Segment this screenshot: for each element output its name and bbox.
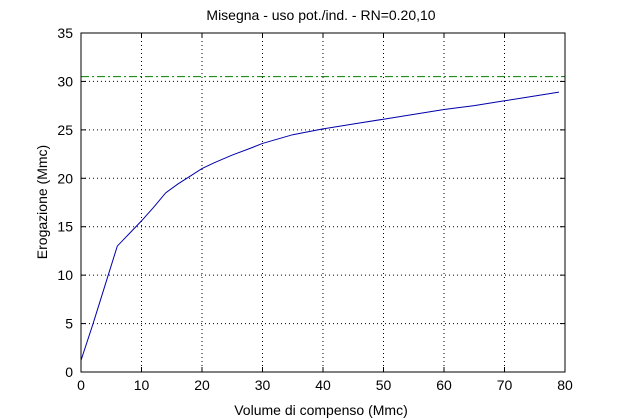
y-tick-label: 5	[65, 316, 73, 332]
x-axis-label: Volume di compenso (Mmc)	[234, 402, 408, 418]
y-tick-label: 25	[57, 122, 73, 138]
grid-lines	[81, 33, 565, 372]
x-tick-label: 60	[436, 377, 452, 393]
ticks: 0 10 20 30 40 50 60 70 80 0 5 10 15 20 25 30 35	[57, 25, 573, 393]
x-tick-label: 40	[315, 377, 331, 393]
chart-title: Misegna - uso pot./ind. - RN=0.20,10	[206, 7, 435, 23]
x-tick-label: 30	[255, 377, 271, 393]
x-tick-label: 10	[134, 377, 150, 393]
series-layer	[80, 76, 565, 361]
y-tick-label: 0	[65, 364, 73, 380]
x-tick-label: 70	[497, 377, 513, 393]
y-tick-label: 15	[57, 219, 73, 235]
y-tick-label: 20	[57, 170, 73, 186]
y-tick-label: 30	[57, 73, 73, 89]
series-line	[80, 91, 560, 361]
x-tick-label: 50	[376, 377, 392, 393]
x-tick-label: 80	[557, 377, 573, 393]
y-axis-label: Erogazione (Mmc)	[34, 145, 50, 259]
x-tick-label: 0	[77, 377, 85, 393]
x-tick-label: 20	[194, 377, 210, 393]
y-tick-label: 10	[57, 267, 73, 283]
y-tick-label: 35	[57, 25, 73, 41]
